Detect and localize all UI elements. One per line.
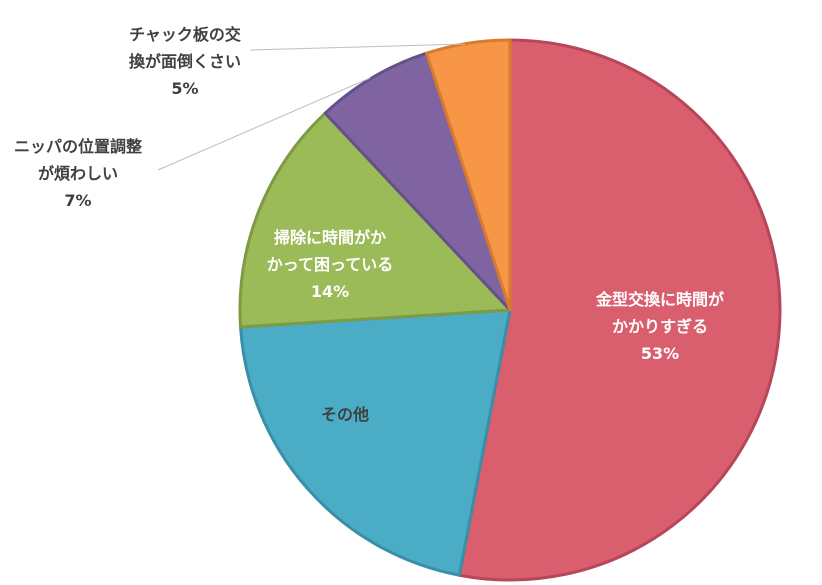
slice-name-line: 換が面倒くさい [129, 52, 241, 71]
slice-name-line: 掃除に時間がか [274, 228, 386, 247]
pie-slices [238, 38, 782, 582]
slice-value-label: 5% [171, 79, 198, 98]
pie-slice-3 [323, 51, 512, 312]
leader-line-3 [157, 77, 371, 171]
slice-name-line: その他 [321, 405, 369, 424]
slice-label-1: その他 [321, 405, 369, 424]
pie-slice-4 [425, 38, 512, 312]
slice-name-line: かって困っている [267, 255, 393, 274]
pie-slice-0 [457, 38, 782, 582]
slice-label-0: 金型交換に時間がかかりすぎる 53% [595, 290, 724, 363]
leader-lines [157, 43, 466, 171]
slice-value-label: 14% [311, 282, 349, 301]
slice-name-line: ニッパの位置調整 [14, 137, 142, 156]
slice-label-3: ニッパの位置調整が煩わしい 7% [14, 137, 142, 210]
pie-slice-2 [238, 111, 512, 329]
slice-labels: 金型交換に時間がかかりすぎる 53% その他 掃除に時間がかかって困っている 14% ニッ… [14, 25, 724, 424]
slice-name-line: が煩わしい [38, 164, 118, 183]
slice-name-line: 金型交換に時間が [595, 290, 724, 309]
slice-label-2: 掃除に時間がかかって困っている 14% [267, 228, 393, 301]
slice-value-label: 7% [64, 191, 91, 210]
slice-name-line: チャック板の交 [129, 25, 241, 44]
slice-name-line: かかりすぎる [612, 317, 708, 336]
pie-slice-1 [239, 308, 512, 577]
leader-line-4 [249, 43, 466, 51]
slice-label-4: チャック板の交換が面倒くさい 5% [129, 25, 241, 98]
slice-value-label: 53% [641, 344, 679, 363]
